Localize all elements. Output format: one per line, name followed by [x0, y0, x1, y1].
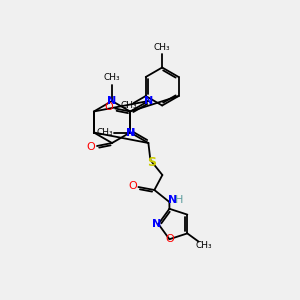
Text: N: N [126, 128, 135, 137]
Text: H: H [175, 195, 184, 205]
Text: CH₃: CH₃ [104, 74, 120, 82]
Text: CH₃: CH₃ [195, 241, 212, 250]
Text: S: S [147, 157, 156, 169]
Text: O: O [128, 181, 137, 191]
Text: N: N [126, 128, 135, 137]
Text: CH₃: CH₃ [154, 43, 170, 52]
Text: N: N [107, 96, 117, 106]
Text: CH₃: CH₃ [120, 101, 137, 110]
Text: N: N [168, 195, 177, 205]
Text: O: O [165, 234, 174, 244]
Text: O: O [87, 142, 95, 152]
Text: N: N [144, 96, 153, 106]
Text: N: N [152, 219, 161, 229]
Text: O: O [105, 103, 114, 112]
Text: CH₃: CH₃ [97, 128, 113, 137]
